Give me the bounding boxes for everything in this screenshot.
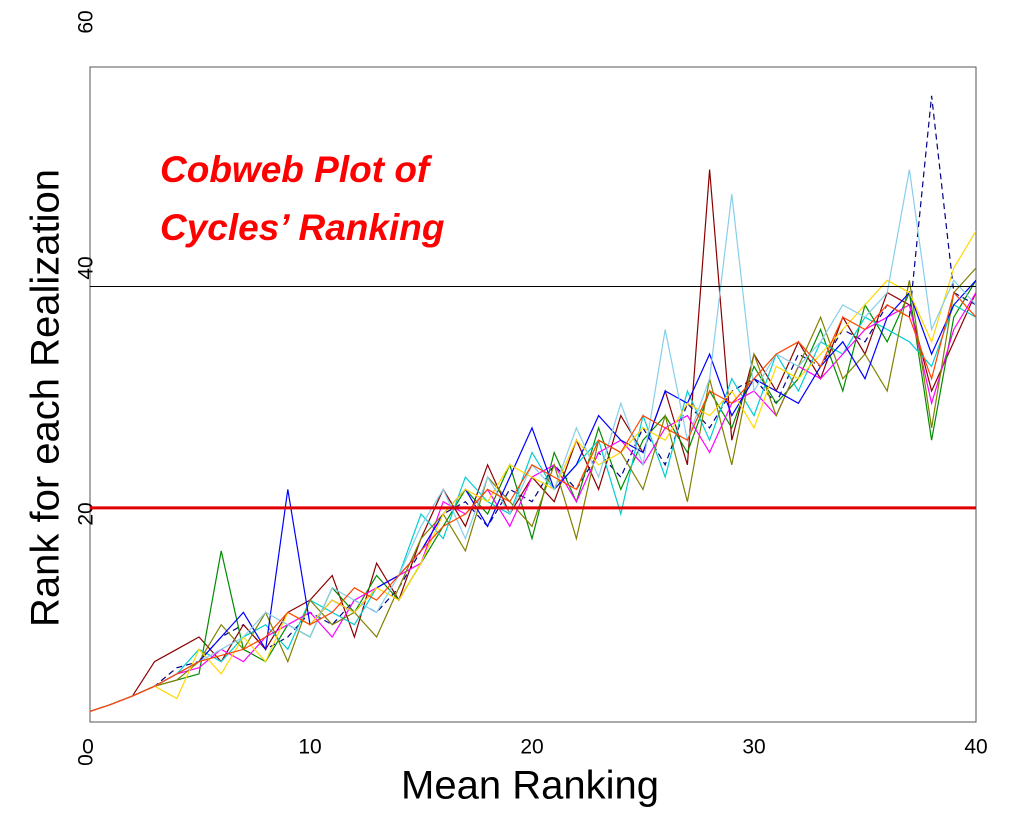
series-line [90,279,976,712]
y-tick-label: 60 [75,10,98,33]
y-tick-label: 0 [75,754,98,766]
series-line [90,169,976,712]
annotation: Cobweb Plot of [160,149,433,190]
x-tick-label: 40 [964,736,987,759]
x-tick-label: 10 [298,736,321,759]
y-axis-label: Rank for each Realization [24,169,68,627]
plot-box [89,66,977,723]
series-line [90,95,976,712]
series-line [90,230,976,712]
plot-area [90,95,976,712]
x-tick-label: 30 [742,736,765,759]
y-tick-label: 40 [75,256,98,279]
x-tick-label: 0 [82,736,94,759]
series-line [90,291,976,712]
series-line [90,279,976,712]
series-line [90,267,976,712]
annotation: Cycles’ Ranking [160,207,444,248]
series-line [90,169,976,712]
x-tick-label: 20 [520,736,543,759]
y-tick-label: 20 [75,502,98,525]
x-axis-label: Mean Ranking [401,764,659,808]
